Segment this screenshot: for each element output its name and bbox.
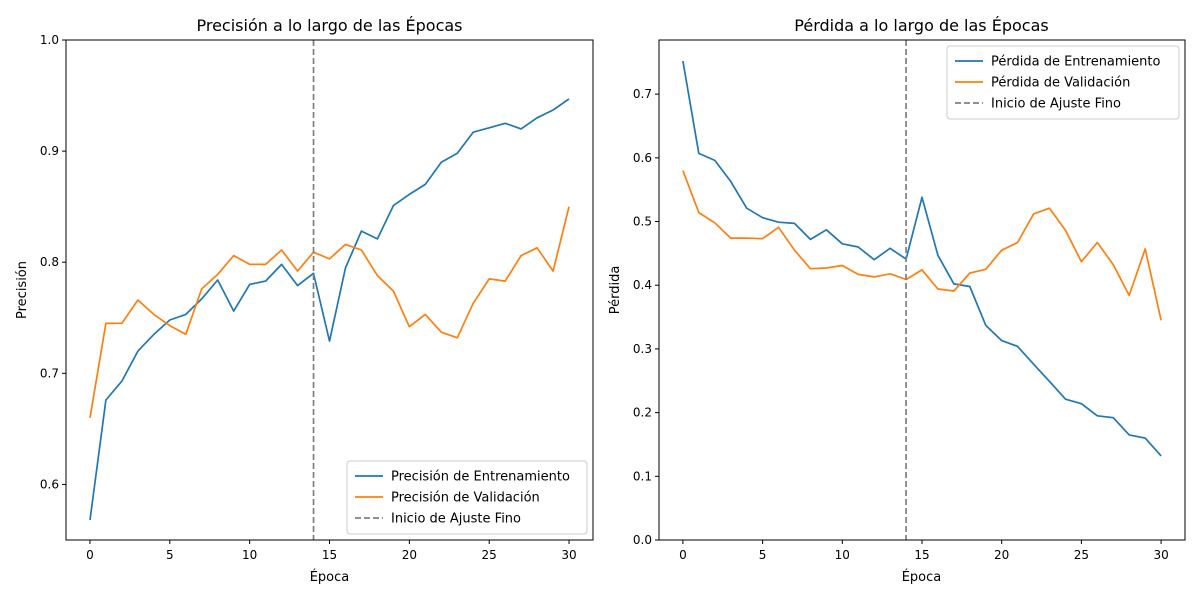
x-tick-label: 0 bbox=[679, 548, 687, 562]
chart-title: Precisión a lo largo de las Épocas bbox=[196, 16, 462, 35]
x-axis-label: Época bbox=[902, 569, 942, 585]
y-tick-label: 0.7 bbox=[633, 87, 652, 101]
y-tick-label: 0.3 bbox=[633, 342, 652, 356]
legend-box bbox=[346, 460, 588, 535]
series-line-validation bbox=[89, 206, 570, 418]
series-line-training bbox=[89, 98, 570, 521]
legend: Pérdida de Entrenamiento Pérdida de Valid… bbox=[946, 45, 1180, 120]
y-tick-label: 0.8 bbox=[40, 255, 59, 269]
y-tick-label: 0.5 bbox=[633, 215, 652, 229]
y-tick-label: 0.6 bbox=[633, 151, 652, 165]
x-tick-label: 30 bbox=[1153, 548, 1168, 562]
x-tick-label: 5 bbox=[759, 548, 767, 562]
x-tick-label: 10 bbox=[242, 548, 257, 562]
y-tick-label: 0.0 bbox=[633, 533, 652, 547]
x-tick-label: 30 bbox=[561, 548, 576, 562]
y-tick-label: 0.9 bbox=[40, 144, 59, 158]
x-axis-label: Época bbox=[310, 569, 350, 585]
x-tick-label: 25 bbox=[1074, 548, 1089, 562]
legend-label: Pérdida de Validación bbox=[991, 76, 1130, 91]
legend-label: Inicio de Ajuste Fino bbox=[391, 512, 521, 527]
x-tick-label: 10 bbox=[835, 548, 850, 562]
y-axis-label: Pérdida bbox=[608, 266, 623, 315]
legend-label: Precisión de Validación bbox=[391, 491, 540, 506]
loss-chart: Pérdida a lo largo de las Épocas Época P… bbox=[608, 16, 1186, 585]
x-tick-label: 20 bbox=[994, 548, 1009, 562]
series-line-training bbox=[682, 60, 1162, 457]
y-tick-label: 0.4 bbox=[633, 278, 652, 292]
y-tick-label: 0.7 bbox=[40, 366, 59, 380]
series-line-validation bbox=[682, 170, 1162, 321]
legend: Precisión de Entrenamiento Precisión de V… bbox=[346, 460, 588, 535]
x-tick-label: 25 bbox=[482, 548, 497, 562]
chart-title: Pérdida a lo largo de las Épocas bbox=[794, 16, 1048, 35]
y-axis-label: Precisión bbox=[15, 261, 30, 319]
legend-label: Inicio de Ajuste Fino bbox=[991, 97, 1121, 112]
x-tick-label: 15 bbox=[914, 548, 929, 562]
plot-area: 0 5 10 15 20 25 30 0.0 0.1 0.2 0.3 0.4 0.5 0.6 0.7 Pérd… bbox=[633, 39, 1186, 562]
y-tick-label: 1.0 bbox=[40, 33, 59, 47]
axes-frame bbox=[65, 39, 594, 541]
legend-label: Pérdida de Entrenamiento bbox=[991, 55, 1161, 70]
y-tick-label: 0.6 bbox=[40, 477, 59, 491]
y-tick-label: 0.1 bbox=[633, 469, 652, 483]
y-tick-label: 0.2 bbox=[633, 406, 652, 420]
legend-box bbox=[946, 45, 1180, 120]
accuracy-chart: Precisión a lo largo de las Épocas Época… bbox=[15, 16, 594, 585]
x-tick-label: 15 bbox=[322, 548, 337, 562]
x-tick-label: 20 bbox=[402, 548, 417, 562]
axes-frame bbox=[658, 39, 1186, 541]
legend-label: Precisión de Entrenamiento bbox=[391, 470, 570, 485]
plot-area: 0 5 10 15 20 25 30 0.6 0.7 0.8 0.9 1.0 Precisión de … bbox=[40, 33, 594, 562]
x-tick-label: 5 bbox=[166, 548, 174, 562]
x-tick-label: 0 bbox=[86, 548, 94, 562]
